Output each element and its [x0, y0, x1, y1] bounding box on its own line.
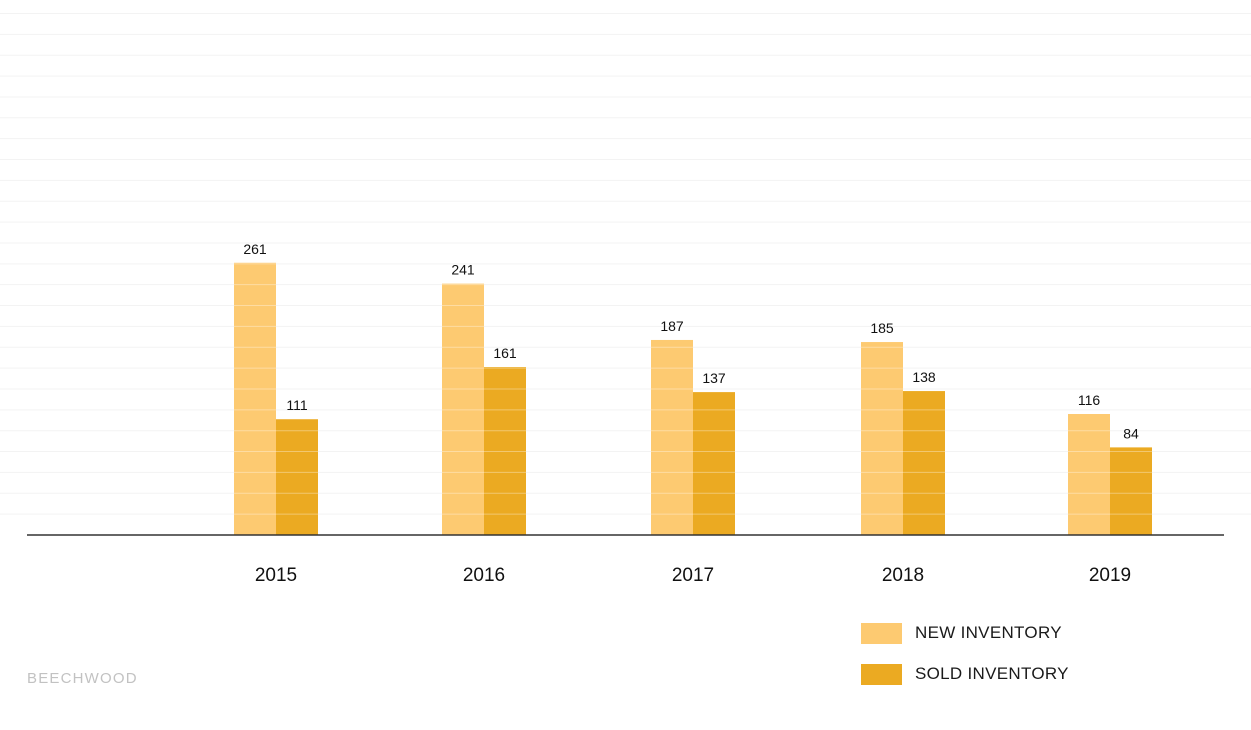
legend-swatch-new-inventory	[861, 622, 902, 644]
bar-sold-inventory-2017	[693, 392, 735, 535]
x-tick-label-2015: 2015	[255, 565, 297, 586]
x-tick-label-2018: 2018	[882, 565, 924, 586]
data-label-new-inventory-2018: 185	[870, 320, 894, 336]
data-label-new-inventory-2015: 261	[243, 241, 267, 257]
bar-sold-inventory-2016	[484, 367, 526, 535]
legend-label-sold-inventory: SOLD INVENTORY	[915, 664, 1069, 683]
data-label-sold-inventory-2015: 111	[286, 397, 307, 413]
data-label-sold-inventory-2018: 138	[912, 369, 936, 385]
legend-item-sold-inventory: SOLD INVENTORY	[861, 663, 1069, 685]
brand-logo-text: BEECHWOOD	[27, 670, 138, 687]
x-tick-label-2016: 2016	[463, 565, 505, 586]
x-tick-label-2019: 2019	[1089, 565, 1131, 586]
bar-new-inventory-2019	[1068, 414, 1110, 535]
bar-sold-inventory-2019	[1110, 447, 1152, 535]
legend: NEW INVENTORY SOLD INVENTORY	[861, 622, 1069, 704]
data-label-new-inventory-2016: 241	[451, 262, 475, 278]
legend-label-new-inventory: NEW INVENTORY	[915, 623, 1062, 642]
legend-item-new-inventory: NEW INVENTORY	[861, 622, 1069, 644]
bar-sold-inventory-2018	[903, 391, 945, 535]
x-tick-label-2017: 2017	[672, 565, 714, 586]
bar-sold-inventory-2015	[276, 419, 318, 535]
data-label-new-inventory-2019: 116	[1078, 392, 1101, 408]
data-label-sold-inventory-2019: 84	[1123, 425, 1139, 441]
bar-new-inventory-2016	[442, 283, 484, 535]
bar-new-inventory-2018	[861, 342, 903, 535]
x-tick-labels: 2015 2016 2017 2018 2019	[255, 565, 1131, 586]
legend-swatch-sold-inventory	[861, 663, 902, 685]
data-label-sold-inventory-2017: 137	[702, 370, 726, 386]
data-label-new-inventory-2017: 187	[660, 318, 684, 334]
bars	[234, 262, 1152, 535]
bar-new-inventory-2017	[651, 339, 693, 535]
data-labels: 261 111 241 161 187 137 185 138 116 84	[243, 241, 1139, 442]
data-label-sold-inventory-2016: 161	[493, 345, 517, 361]
bar-new-inventory-2015	[234, 262, 276, 535]
gridlines	[0, 13, 1251, 515]
